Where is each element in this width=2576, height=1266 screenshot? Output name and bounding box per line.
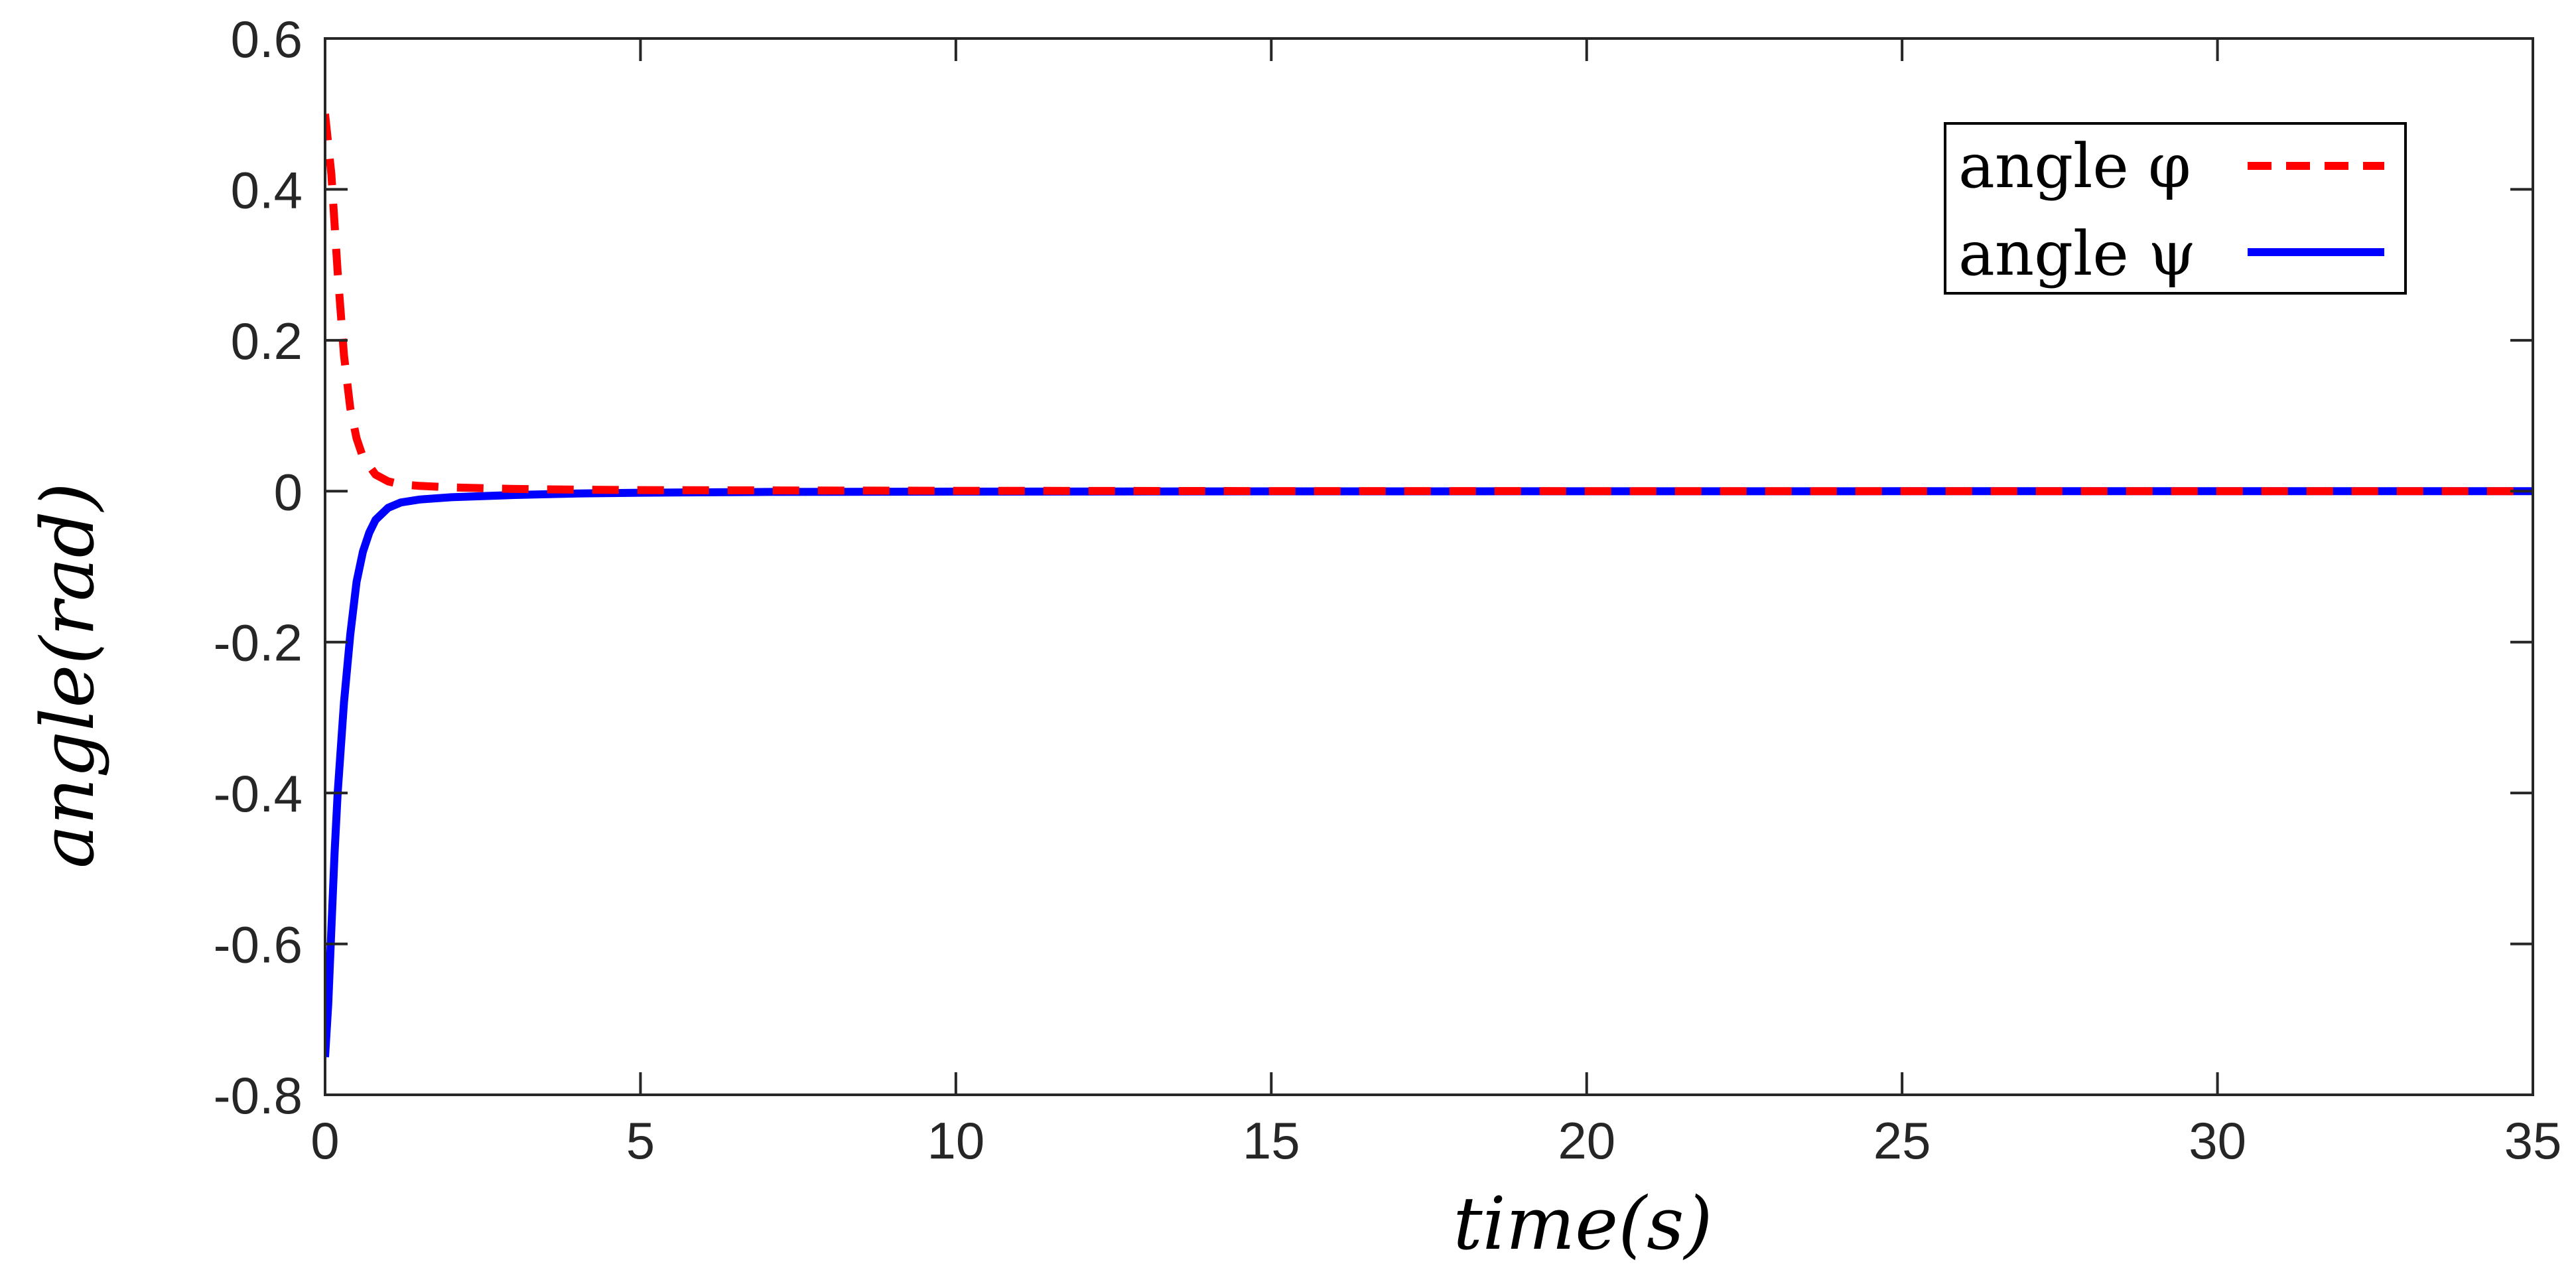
x-tick-label: 25 — [1873, 1111, 1931, 1170]
y-tick-label: 0 — [274, 462, 303, 521]
y-tick-label: -0.8 — [214, 1066, 303, 1125]
axes-frame — [324, 37, 2534, 1096]
y-tick-label: -0.6 — [214, 916, 303, 974]
plot-frame — [324, 37, 2534, 1096]
legend: angle φ angle ψ — [1944, 122, 2407, 295]
x-tick-label: 10 — [927, 1111, 984, 1170]
y-tick-label: 0.6 — [231, 10, 303, 68]
y-tick-label: -0.4 — [214, 764, 303, 823]
legend-label-psi: angle ψ — [1958, 218, 2196, 289]
y-tick-label: 0.4 — [231, 161, 303, 219]
x-tick-label: 30 — [2189, 1111, 2246, 1170]
y-tick-label: 0.2 — [231, 312, 303, 370]
legend-box — [1944, 122, 2407, 295]
y-tick-label: -0.2 — [214, 614, 303, 672]
x-tick-label: 5 — [626, 1111, 655, 1170]
x-tick-label: 20 — [1558, 1111, 1615, 1170]
legend-label-phi: angle φ — [1958, 131, 2191, 202]
x-tick-label: 0 — [310, 1111, 339, 1170]
axis-ticks: 0 5 10 15 20 25 30 35 0.6 0.4 0.2 0 -0.2 -0.4 -0.6 -0.8 — [214, 10, 2562, 1170]
series-line-phi — [325, 113, 2533, 496]
y-axis-title: angle(rad) — [25, 482, 110, 869]
x-axis-title: time(s) — [1453, 1181, 1712, 1266]
x-tick-label: 35 — [2504, 1111, 2562, 1170]
x-tick-label: 15 — [1243, 1111, 1300, 1170]
